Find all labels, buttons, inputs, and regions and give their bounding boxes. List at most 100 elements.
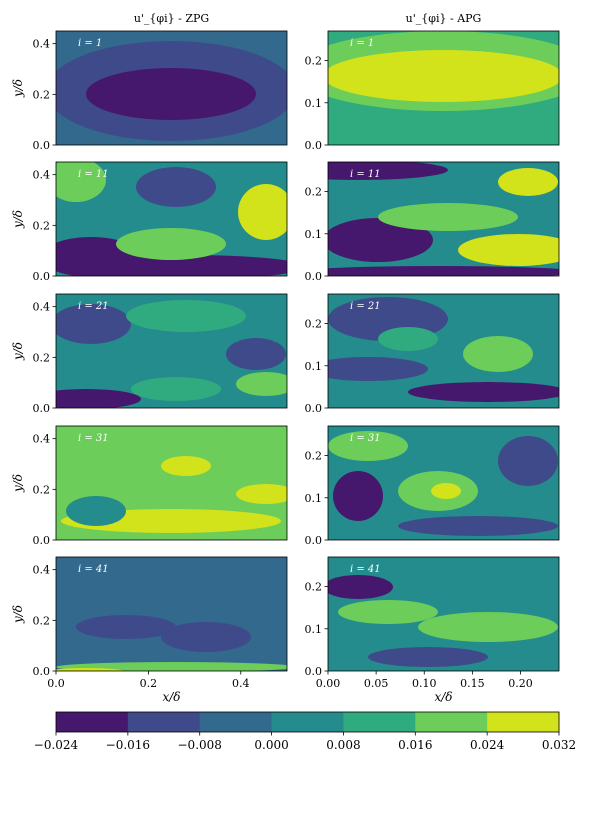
tick-label: 0.4 xyxy=(33,564,51,577)
tick-label: 0.2 xyxy=(33,351,51,364)
y-axis-label: y/δ xyxy=(11,79,25,98)
tick-label: 0.4 xyxy=(33,169,51,182)
tick-label: 0.0 xyxy=(305,402,323,415)
contour-region xyxy=(328,431,408,461)
tick-label: 0.0 xyxy=(33,270,51,283)
tick-label: 0.2 xyxy=(305,186,323,199)
contour-region xyxy=(236,484,287,504)
tick-label: 0.2 xyxy=(140,677,158,690)
contour-region xyxy=(131,377,221,401)
tick-label: 0.2 xyxy=(305,450,323,463)
panel-annotation: i = 11 xyxy=(78,169,109,180)
colorbar-swatch xyxy=(415,712,488,732)
contour-region xyxy=(161,456,211,476)
contour-region xyxy=(328,266,559,276)
contour-region xyxy=(56,572,136,602)
tick-label: 0.2 xyxy=(33,483,51,496)
contour-region xyxy=(56,304,131,344)
contour-panel: i = 41 0.0 0.1 0.2 0.00 0.05 0.10 0.15 0.20 x/δ xyxy=(305,556,560,704)
tick-label: 0.2 xyxy=(305,318,323,331)
tick-label: 0.0 xyxy=(33,665,51,678)
contour-region xyxy=(136,167,216,207)
tick-label: 0.4 xyxy=(33,301,51,314)
colorbar-tick-label: 0.008 xyxy=(326,738,360,752)
tick-label: 0.4 xyxy=(33,38,51,51)
contour-region xyxy=(66,428,286,464)
contour-region xyxy=(56,389,141,408)
colorbar-swatch xyxy=(487,712,560,732)
contour-region xyxy=(328,575,393,599)
contour-region xyxy=(463,336,533,372)
contour-region xyxy=(431,483,461,499)
tick-label: 0.0 xyxy=(305,534,323,547)
contour-region xyxy=(368,647,488,667)
panel-annotation: i = 41 xyxy=(350,564,381,575)
contour-region xyxy=(328,162,448,180)
contour-region xyxy=(161,622,251,652)
panel-frame xyxy=(327,556,560,672)
colorbar-tick-label: 0.016 xyxy=(398,738,432,752)
column-title: u'_{φi} - APG xyxy=(406,12,482,25)
tick-label: 0.2 xyxy=(33,219,51,232)
column-title: u'_{φi} - ZPG xyxy=(134,12,209,25)
tick-label: 0.2 xyxy=(305,581,323,594)
contour-region xyxy=(76,615,176,639)
tick-label: 0.15 xyxy=(460,677,485,690)
colorbar-tick-label: 0.024 xyxy=(470,738,505,752)
tick-label: 0.1 xyxy=(305,623,323,636)
panel-frame xyxy=(327,425,560,541)
colorbar: −0.024 −0.016 −0.008 0.000 0.008 0.016 0.024 0.… xyxy=(34,711,576,752)
y-axis-label: y/δ xyxy=(11,474,25,493)
x-axis-label: x/δ xyxy=(162,690,180,704)
colorbar-tick-label: −0.024 xyxy=(34,738,79,752)
colorbar-tick-label: 0.000 xyxy=(254,738,288,752)
contour-region xyxy=(378,203,518,231)
contour-region xyxy=(226,338,286,370)
panel-frame xyxy=(327,293,560,409)
colorbar-frame xyxy=(55,711,560,733)
contour-region xyxy=(398,516,558,536)
tick-label: 0.4 xyxy=(33,433,51,446)
contour-panel: i = 11 0.0 0.2 0.4 y/δ xyxy=(11,161,288,283)
colorbar-tick-label: −0.008 xyxy=(178,738,222,752)
panel-frame xyxy=(55,30,288,146)
x-axis-label: x/δ xyxy=(434,690,452,704)
panel-frame xyxy=(327,161,560,277)
contour-region xyxy=(56,162,106,202)
tick-label: 0.4 xyxy=(232,677,250,690)
tick-label: 0.1 xyxy=(305,228,323,241)
tick-label: 0.2 xyxy=(33,88,51,101)
panel-annotation: i = 11 xyxy=(350,169,381,180)
tick-label: 0.20 xyxy=(508,677,533,690)
contour-panel: i = 1 0.0 0.2 0.4 y/δ xyxy=(11,30,288,152)
tick-label: 0.05 xyxy=(364,677,389,690)
colorbar-swatch xyxy=(199,712,273,732)
contour-region xyxy=(66,255,287,276)
contour-region xyxy=(66,496,126,526)
contour-region xyxy=(378,327,438,351)
tick-label: 0.2 xyxy=(305,55,323,68)
contour-panel: i = 1 0.0 0.1 0.2 xyxy=(305,30,560,152)
tick-label: 0.1 xyxy=(305,97,323,110)
panel-annotation: i = 1 xyxy=(350,38,374,49)
contour-panel: i = 31 0.0 0.1 0.2 xyxy=(305,425,560,547)
contour-region xyxy=(498,168,558,196)
contour-region xyxy=(56,662,287,671)
panel-annotation: i = 31 xyxy=(78,433,109,444)
contour-panel: i = 31 0.0 0.2 0.4 y/δ xyxy=(11,425,288,547)
contour-region xyxy=(458,234,559,266)
panel-frame xyxy=(55,425,288,541)
contour-region xyxy=(418,612,558,642)
contour-panel: i = 11 0.0 0.1 0.2 xyxy=(305,161,560,283)
colorbar-swatch xyxy=(56,712,129,732)
contour-region xyxy=(116,228,226,260)
contour-region xyxy=(408,382,559,402)
panel-frame xyxy=(55,161,288,277)
tick-label: 0.0 xyxy=(305,665,323,678)
panel-frame xyxy=(55,293,288,409)
colorbar-swatch xyxy=(127,712,201,732)
contour-region xyxy=(328,357,428,381)
tick-label: 0.0 xyxy=(305,270,323,283)
contour-region xyxy=(333,471,383,521)
contour-panel: i = 21 0.0 0.1 0.2 xyxy=(305,293,560,415)
